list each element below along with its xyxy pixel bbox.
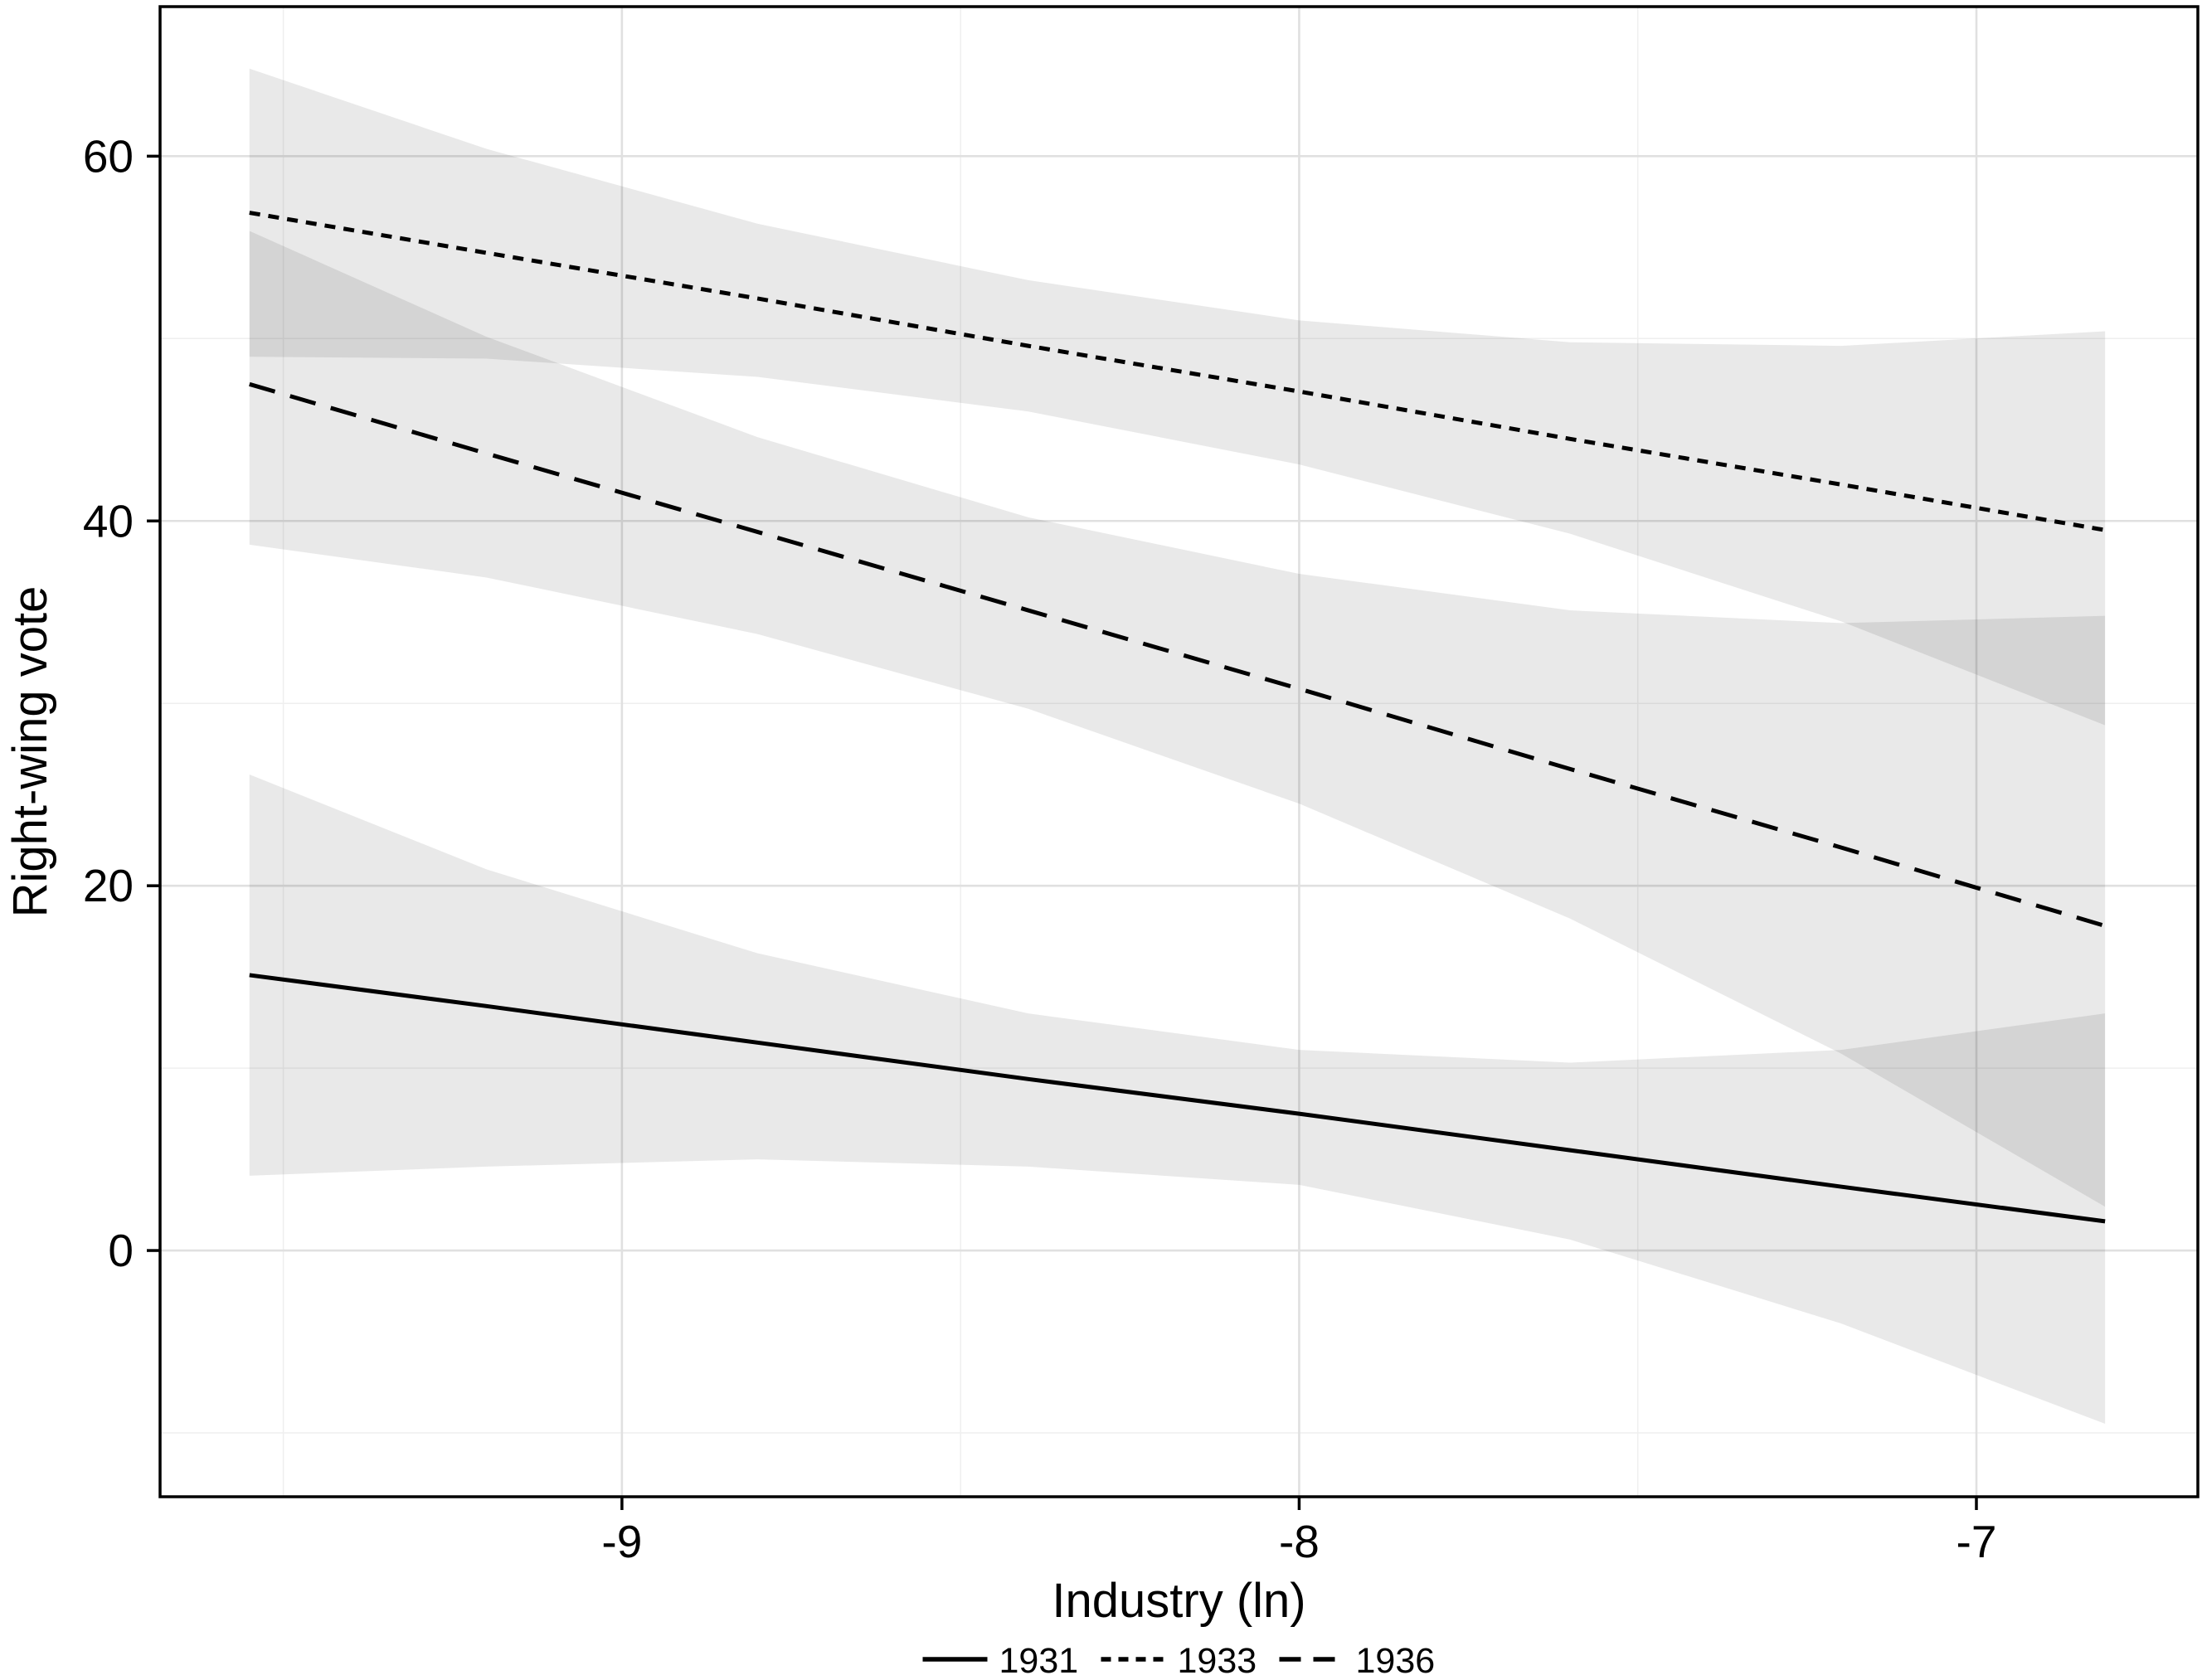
line-1933 — [249, 211, 2106, 532]
axes: 0 20 40 60 -9 -8 -7 — [83, 130, 1997, 1567]
ribbon-1933 — [249, 68, 2106, 726]
y-axis-title: Right-wing vote — [3, 586, 57, 918]
line-1936 — [249, 381, 2106, 928]
gridlines — [160, 7, 2198, 1497]
ribbon-1936 — [249, 231, 2106, 1207]
x-axis-title: Industry (ln) — [1052, 1574, 1305, 1628]
legend: 1931 1933 1936 — [922, 1641, 1436, 1680]
y-tick-label: 0 — [108, 1225, 134, 1276]
line-1931 — [249, 973, 2106, 1224]
x-tick-label: -7 — [1957, 1516, 1997, 1567]
y-tick-label: 40 — [83, 495, 134, 546]
panel-border — [158, 5, 2200, 1498]
legend-label: 1936 — [1356, 1641, 1436, 1680]
x-tick-label: -8 — [1279, 1516, 1320, 1567]
legend-item-1936: 1936 — [1279, 1641, 1436, 1680]
y-tick-label: 20 — [83, 860, 134, 911]
y-tick-label: 60 — [83, 130, 134, 182]
legend-item-1933: 1933 — [1101, 1641, 1257, 1680]
regression-lines — [249, 211, 2106, 1224]
legend-label: 1933 — [1178, 1641, 1257, 1680]
legend-label: 1931 — [999, 1641, 1079, 1680]
x-tick-label: -9 — [601, 1516, 642, 1567]
legend-item-1931: 1931 — [922, 1641, 1079, 1680]
